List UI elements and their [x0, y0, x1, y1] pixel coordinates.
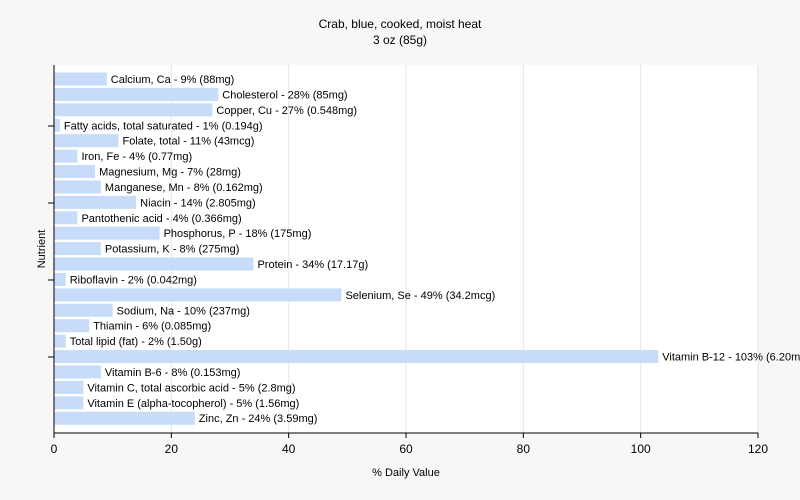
chart-title: Crab, blue, cooked, moist heat: [318, 17, 482, 31]
bar: [54, 118, 60, 132]
bar-label: Vitamin C, total ascorbic acid - 5% (2.8…: [87, 382, 295, 394]
bar: [54, 396, 84, 410]
chart-subtitle: 3 oz (85g): [372, 33, 428, 47]
x-tick-label: 100: [631, 442, 651, 456]
bar: [54, 195, 137, 209]
bar: [54, 380, 84, 394]
bar: [54, 303, 113, 317]
bar: [54, 226, 160, 240]
x-tick-label: 80: [517, 442, 531, 456]
bar-label: Iron, Fe - 4% (0.77mg): [81, 151, 192, 163]
bar-label: Manganese, Mn - 8% (0.162mg): [105, 182, 263, 194]
bar: [54, 288, 342, 302]
bar: [54, 319, 90, 333]
bar: [54, 165, 96, 179]
bar-label: Vitamin E (alpha-tocopherol) - 5% (1.56m…: [87, 398, 299, 410]
bar-label: Calcium, Ca - 9% (88mg): [111, 74, 234, 86]
bar-label: Protein - 34% (17.17g): [257, 259, 368, 271]
bar-label: Fatty acids, total saturated - 1% (0.194…: [64, 120, 263, 132]
bar: [54, 257, 254, 271]
bar-label: Cholesterol - 28% (85mg): [222, 89, 347, 101]
bar-label: Pantothenic acid - 4% (0.366mg): [81, 213, 241, 225]
bar: [54, 272, 66, 286]
bar-label: Thiamin - 6% (0.085mg): [93, 321, 211, 333]
bar-label: Total lipid (fat) - 2% (1.50g): [70, 336, 202, 348]
x-tick-label: 40: [282, 442, 296, 456]
bar-label: Zinc, Zn - 24% (3.59mg): [199, 413, 318, 425]
bar: [54, 72, 107, 86]
y-axis-title: Nutrient: [36, 230, 48, 269]
bar-label: Vitamin B-12 - 103% (6.20mcg): [662, 352, 800, 364]
bar: [54, 211, 78, 225]
bar: [54, 180, 101, 194]
bar-label: Phosphorus, P - 18% (175mg): [164, 228, 312, 240]
bar: [54, 103, 213, 117]
bar: [54, 149, 78, 163]
x-tick-label: 20: [165, 442, 179, 456]
bar-label: Niacin - 14% (2.805mg): [140, 197, 256, 209]
bar-label: Riboflavin - 2% (0.042mg): [70, 274, 197, 286]
bar-label: Magnesium, Mg - 7% (28mg): [99, 167, 241, 179]
bar-label: Copper, Cu - 27% (0.548mg): [216, 105, 357, 117]
bar-label: Potassium, K - 8% (275mg): [105, 244, 240, 256]
bar-label: Vitamin B-6 - 8% (0.153mg): [105, 367, 241, 379]
bar: [54, 350, 659, 364]
x-tick-label: 0: [51, 442, 58, 456]
x-axis-title: % Daily Value: [372, 467, 440, 479]
bar: [54, 242, 101, 256]
x-tick-label: 60: [399, 442, 413, 456]
bar: [54, 334, 66, 348]
bar-label: Sodium, Na - 10% (237mg): [117, 305, 250, 317]
bar: [54, 411, 195, 425]
x-tick-label: 120: [748, 442, 768, 456]
bar: [54, 365, 101, 379]
bar-label: Folate, total - 11% (43mcg): [123, 136, 255, 148]
bar-label: Selenium, Se - 49% (34.2mcg): [345, 290, 495, 302]
bar: [54, 87, 219, 101]
bar: [54, 134, 119, 148]
